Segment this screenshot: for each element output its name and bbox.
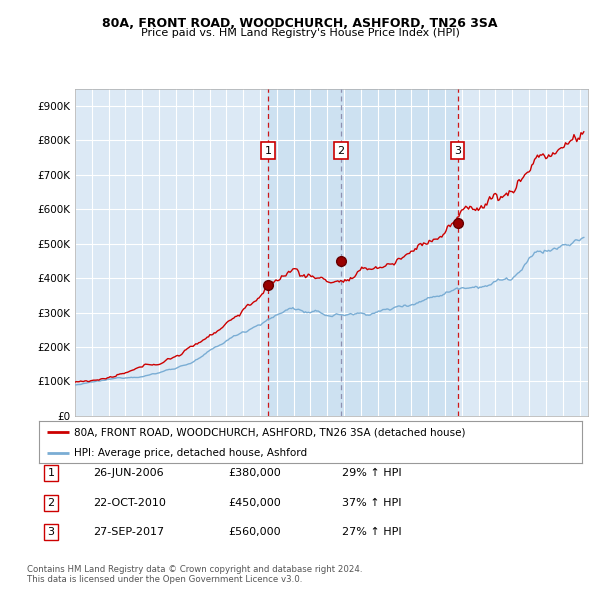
Text: Price paid vs. HM Land Registry's House Price Index (HPI): Price paid vs. HM Land Registry's House … xyxy=(140,28,460,38)
Text: 37% ↑ HPI: 37% ↑ HPI xyxy=(342,498,401,507)
Text: 27-SEP-2017: 27-SEP-2017 xyxy=(93,527,164,537)
Text: £560,000: £560,000 xyxy=(228,527,281,537)
Text: 1: 1 xyxy=(47,468,55,478)
Text: £380,000: £380,000 xyxy=(228,468,281,478)
Text: Contains HM Land Registry data © Crown copyright and database right 2024.
This d: Contains HM Land Registry data © Crown c… xyxy=(27,565,362,584)
Text: 27% ↑ HPI: 27% ↑ HPI xyxy=(342,527,401,537)
Text: 29% ↑ HPI: 29% ↑ HPI xyxy=(342,468,401,478)
Text: 26-JUN-2006: 26-JUN-2006 xyxy=(93,468,164,478)
Text: 3: 3 xyxy=(47,527,55,537)
Text: 80A, FRONT ROAD, WOODCHURCH, ASHFORD, TN26 3SA (detached house): 80A, FRONT ROAD, WOODCHURCH, ASHFORD, TN… xyxy=(74,427,466,437)
Text: 1: 1 xyxy=(265,146,272,156)
Bar xyxy=(268,88,458,416)
Text: 2: 2 xyxy=(337,146,344,156)
Text: 3: 3 xyxy=(454,146,461,156)
Text: 22-OCT-2010: 22-OCT-2010 xyxy=(93,498,166,507)
Text: 2: 2 xyxy=(47,498,55,507)
Text: £450,000: £450,000 xyxy=(228,498,281,507)
Text: 80A, FRONT ROAD, WOODCHURCH, ASHFORD, TN26 3SA: 80A, FRONT ROAD, WOODCHURCH, ASHFORD, TN… xyxy=(102,17,498,30)
Text: HPI: Average price, detached house, Ashford: HPI: Average price, detached house, Ashf… xyxy=(74,448,307,458)
